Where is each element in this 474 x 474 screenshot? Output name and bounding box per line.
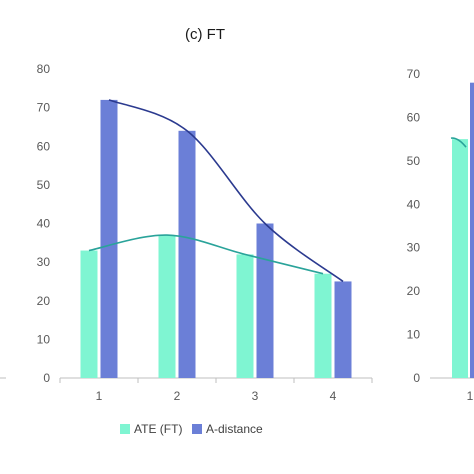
x-tick-label: 1 <box>96 389 103 403</box>
trendline-right-ate-ft <box>450 137 467 148</box>
trendline-ate-ft <box>88 234 324 275</box>
y-tick-label-right: 10 <box>407 328 421 342</box>
trendlines <box>88 99 344 283</box>
bar-ate-ft-4 <box>314 273 332 378</box>
y-tick-label: 20 <box>37 294 51 308</box>
legend-swatch <box>192 424 202 434</box>
bar-right-ate-ft-1 <box>452 139 468 378</box>
y-tick-label-right: 50 <box>407 154 421 168</box>
y-tick-label-right: 0 <box>413 371 420 385</box>
y-tick-label-right: 40 <box>407 197 421 211</box>
y-tick-label-right: 60 <box>407 110 421 124</box>
trendline-a-distance <box>108 99 344 283</box>
y-tick-label: 80 <box>37 62 51 76</box>
bar-a-distance-2 <box>178 130 196 378</box>
y-axis-ticks: 0 10 20 30 40 50 60 70 80 <box>37 62 51 385</box>
x-tick-label: 2 <box>174 389 181 403</box>
bar-a-distance-4 <box>334 281 352 378</box>
bars-right <box>452 82 474 378</box>
bar-ate-ft-3 <box>236 254 254 378</box>
chart-ft: (c) FT 0 10 20 30 40 50 60 70 80 1 2 3 4 ATE (FT) A-… <box>37 26 373 436</box>
bar-a-distance-3 <box>256 223 274 378</box>
y-tick-label: 60 <box>37 139 51 153</box>
y-axis-ticks-right: 0 10 20 30 40 50 60 70 <box>407 67 421 385</box>
legend-label: A-distance <box>206 422 263 436</box>
bar-ate-ft-2 <box>158 235 176 378</box>
y-tick-label: 10 <box>37 332 51 346</box>
y-tick-label: 50 <box>37 178 51 192</box>
y-tick-label: 40 <box>37 217 51 231</box>
legend-swatch <box>120 424 130 434</box>
y-tick-label: 70 <box>37 101 51 115</box>
legend-label: ATE (FT) <box>134 422 182 436</box>
chart-partial-right: 0 10 20 30 40 50 60 70 1 <box>407 67 474 403</box>
chart-title: (c) FT <box>185 26 225 43</box>
x-axis-ticks: 1 2 3 4 <box>59 378 373 403</box>
y-tick-label-right: 70 <box>407 67 421 81</box>
x-tick-label-right: 1 <box>467 389 474 403</box>
bar-ate-ft-1 <box>80 250 98 378</box>
y-tick-label: 30 <box>37 255 51 269</box>
bars <box>80 99 352 379</box>
y-tick-label-right: 20 <box>407 284 421 298</box>
x-axis-ticks-right: 1 <box>467 389 474 403</box>
y-tick-label-right: 30 <box>407 241 421 255</box>
bar-right-a-distance-1 <box>470 82 474 378</box>
x-tick-label: 4 <box>330 389 337 403</box>
bar-a-distance-1 <box>100 99 118 379</box>
y-tick-label: 0 <box>43 371 50 385</box>
trendline-right <box>450 137 467 148</box>
legend: ATE (FT) A-distance <box>120 422 263 436</box>
x-tick-label: 3 <box>252 389 259 403</box>
